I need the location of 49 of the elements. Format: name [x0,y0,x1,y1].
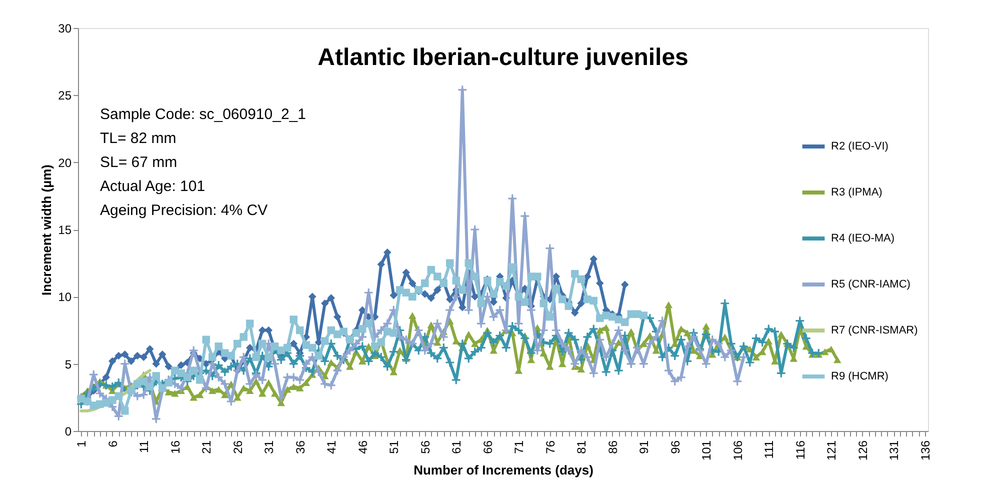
x-tick-label: 106 [730,440,745,461]
x-tick-label: 16 [168,440,182,454]
x-tick-label: 96 [668,440,682,454]
y-tick-label: 25 [58,88,72,103]
text: Atlantic Iberian-culture juveniles [318,44,688,71]
legend-label: R3 (IPMA) [831,186,882,198]
annotation: Actual Age: 101 [100,178,206,195]
y-tick-label: 20 [58,156,72,170]
legend-label: R5 (CNR-IAMC) [831,278,910,290]
y-tick-label: 15 [58,223,72,237]
x-tick-label: 31 [262,440,276,454]
x-tick-label: 11 [137,440,152,453]
x-tick-label: 71 [512,440,526,454]
y-tick-label: 5 [64,357,72,372]
x-tick-label: 101 [700,440,714,461]
x-tick-label: 36 [293,440,308,454]
y-tick-label: 0 [64,424,72,438]
x-tick-label: 116 [793,440,808,460]
x-tick-label: 111 [762,440,776,459]
legend-label: R9 (HCMR) [831,370,888,382]
x-tick-label: 131 [887,440,902,461]
x-tick-label: 21 [200,440,214,454]
x-tick-label: 91 [637,440,652,454]
x-tick-label: 46 [356,440,370,454]
x-axis-title: Number of Increments (days) [414,462,594,478]
annotation: Sample Code: sc_060910_2_1 [100,106,306,123]
x-tick-label: 86 [606,440,620,454]
x-tick-label: 121 [824,440,839,461]
x-tick-label: 76 [543,440,558,454]
x-tick-label: 41 [324,440,339,454]
x-tick-label: 136 [918,440,932,461]
x-tick-label: 26 [230,440,245,454]
x-tick-label: 51 [387,440,402,454]
x-tick-label: 66 [480,440,495,454]
x-tick-label: 1 [74,440,89,448]
y-tick-label: 30 [58,22,72,36]
legend-label: R4 (IEO-MA) [831,232,895,244]
x-tick-label: 6 [106,440,120,448]
y-axis-title: Increment width (µm) [39,164,54,296]
legend-label: R7 (CNR-ISMAR) [831,324,918,336]
x-tick-label: 81 [574,440,589,454]
annotation: SL= 67 mm [100,154,178,171]
y-tick-label: 10 [58,290,72,304]
x-tick-label: 61 [450,440,464,454]
annotation: TL= 82 mm [100,130,176,147]
x-tick-label: 56 [418,440,432,454]
legend-label: R2 (IEO-VI) [831,140,888,152]
x-tick-label: 126 [856,440,870,461]
annotation: Ageing Precision: 4% CV [100,202,268,219]
